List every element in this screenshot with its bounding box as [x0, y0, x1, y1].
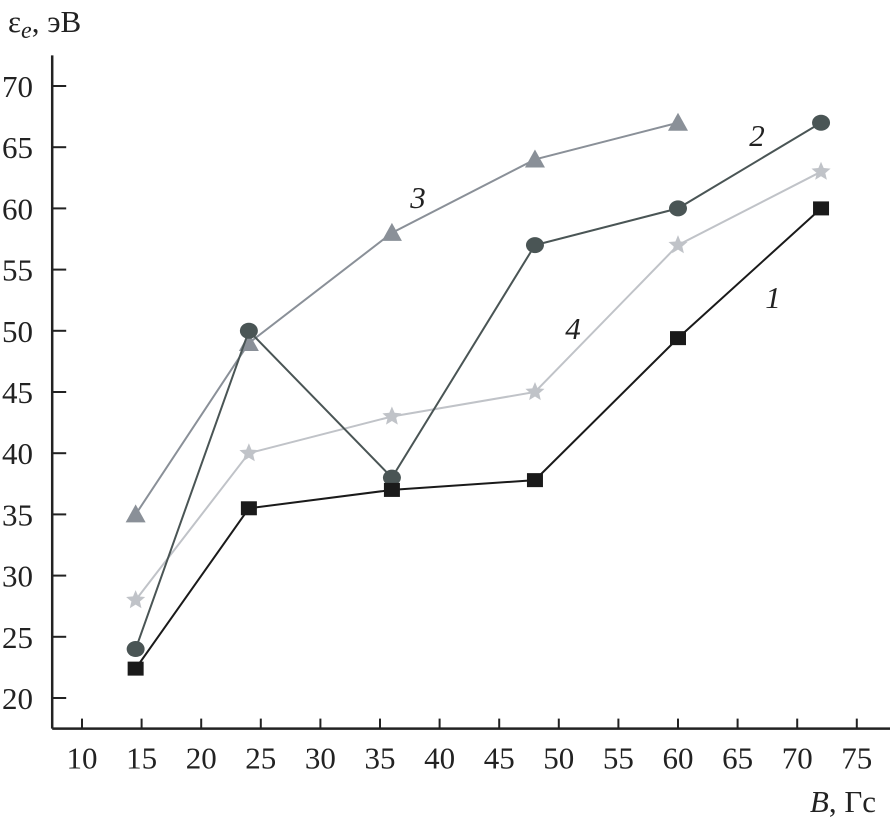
x-tick-label: 10: [67, 741, 98, 776]
data-point-4: [126, 590, 146, 609]
x-tick-label: 35: [365, 741, 396, 776]
x-tick-label: 20: [186, 741, 217, 776]
series-2-line: [134, 121, 822, 650]
series-group: [125, 112, 831, 676]
y-tick-label: 30: [2, 559, 33, 594]
x-tick-label: 30: [305, 741, 336, 776]
series-2: [126, 114, 831, 658]
x-tick-label: 50: [543, 741, 574, 776]
x-tick-label: 55: [603, 741, 634, 776]
y-tick-label: 45: [2, 375, 33, 410]
y-tick-label: 65: [2, 130, 33, 165]
data-point-4: [525, 382, 545, 401]
curve-labels: 1 2 3 4: [409, 118, 781, 346]
data-point-2: [669, 200, 687, 217]
data-point-2: [126, 641, 145, 658]
data-point-4: [382, 406, 402, 425]
x-tick-label: 40: [424, 741, 455, 776]
x-tick-label: 65: [722, 741, 753, 776]
y-tick-label: 55: [2, 253, 33, 288]
y-tick-label: 25: [2, 620, 33, 655]
data-point-3: [524, 149, 545, 168]
curve-label-2: 2: [749, 118, 765, 153]
data-point-1: [813, 201, 830, 216]
y-tick-label: 50: [2, 314, 33, 349]
series-1: [127, 201, 830, 676]
data-point-4: [239, 443, 259, 462]
data-point-1: [240, 501, 257, 516]
data-point-1: [383, 482, 400, 497]
x-axis-label: B, Гс: [810, 784, 876, 819]
data-point-2: [239, 322, 258, 339]
x-tick-label: 45: [484, 741, 515, 776]
data-point-2: [382, 469, 401, 486]
x-tick-label: 25: [245, 741, 276, 776]
y-axis-label: εe, эВ: [8, 4, 81, 44]
series-4: [126, 161, 831, 609]
data-point-3: [381, 222, 402, 241]
y-tick-label: 20: [2, 681, 33, 716]
series-3-line: [134, 121, 679, 515]
series-4-line: [134, 170, 822, 601]
axes: 10 15 20 25 30 35 40 45 50 55 60 65 70 75202530354045…: [2, 55, 890, 776]
data-point-1: [127, 661, 144, 676]
data-point-1: [670, 331, 686, 346]
x-tick-label: 75: [841, 741, 872, 776]
y-tick-label: 70: [2, 69, 33, 104]
series-3: [125, 112, 688, 523]
series-1-line: [134, 207, 822, 670]
data-point-2: [525, 237, 544, 254]
data-point-3: [125, 504, 146, 523]
data-point-4: [811, 161, 831, 180]
y-tick-label: 60: [2, 191, 33, 226]
curve-label-1: 1: [765, 280, 781, 315]
data-point-4: [668, 235, 688, 254]
data-point-1: [526, 473, 543, 488]
curve-label-4: 4: [565, 311, 581, 346]
x-tick-label: 70: [782, 741, 813, 776]
y-tick-label: 40: [2, 436, 33, 471]
curve-label-3: 3: [409, 180, 426, 215]
y-tick-label: 35: [2, 497, 33, 532]
x-tick-label: 60: [663, 741, 694, 776]
data-point-2: [812, 114, 831, 131]
data-point-3: [668, 112, 688, 131]
x-tick-label: 15: [126, 741, 157, 776]
